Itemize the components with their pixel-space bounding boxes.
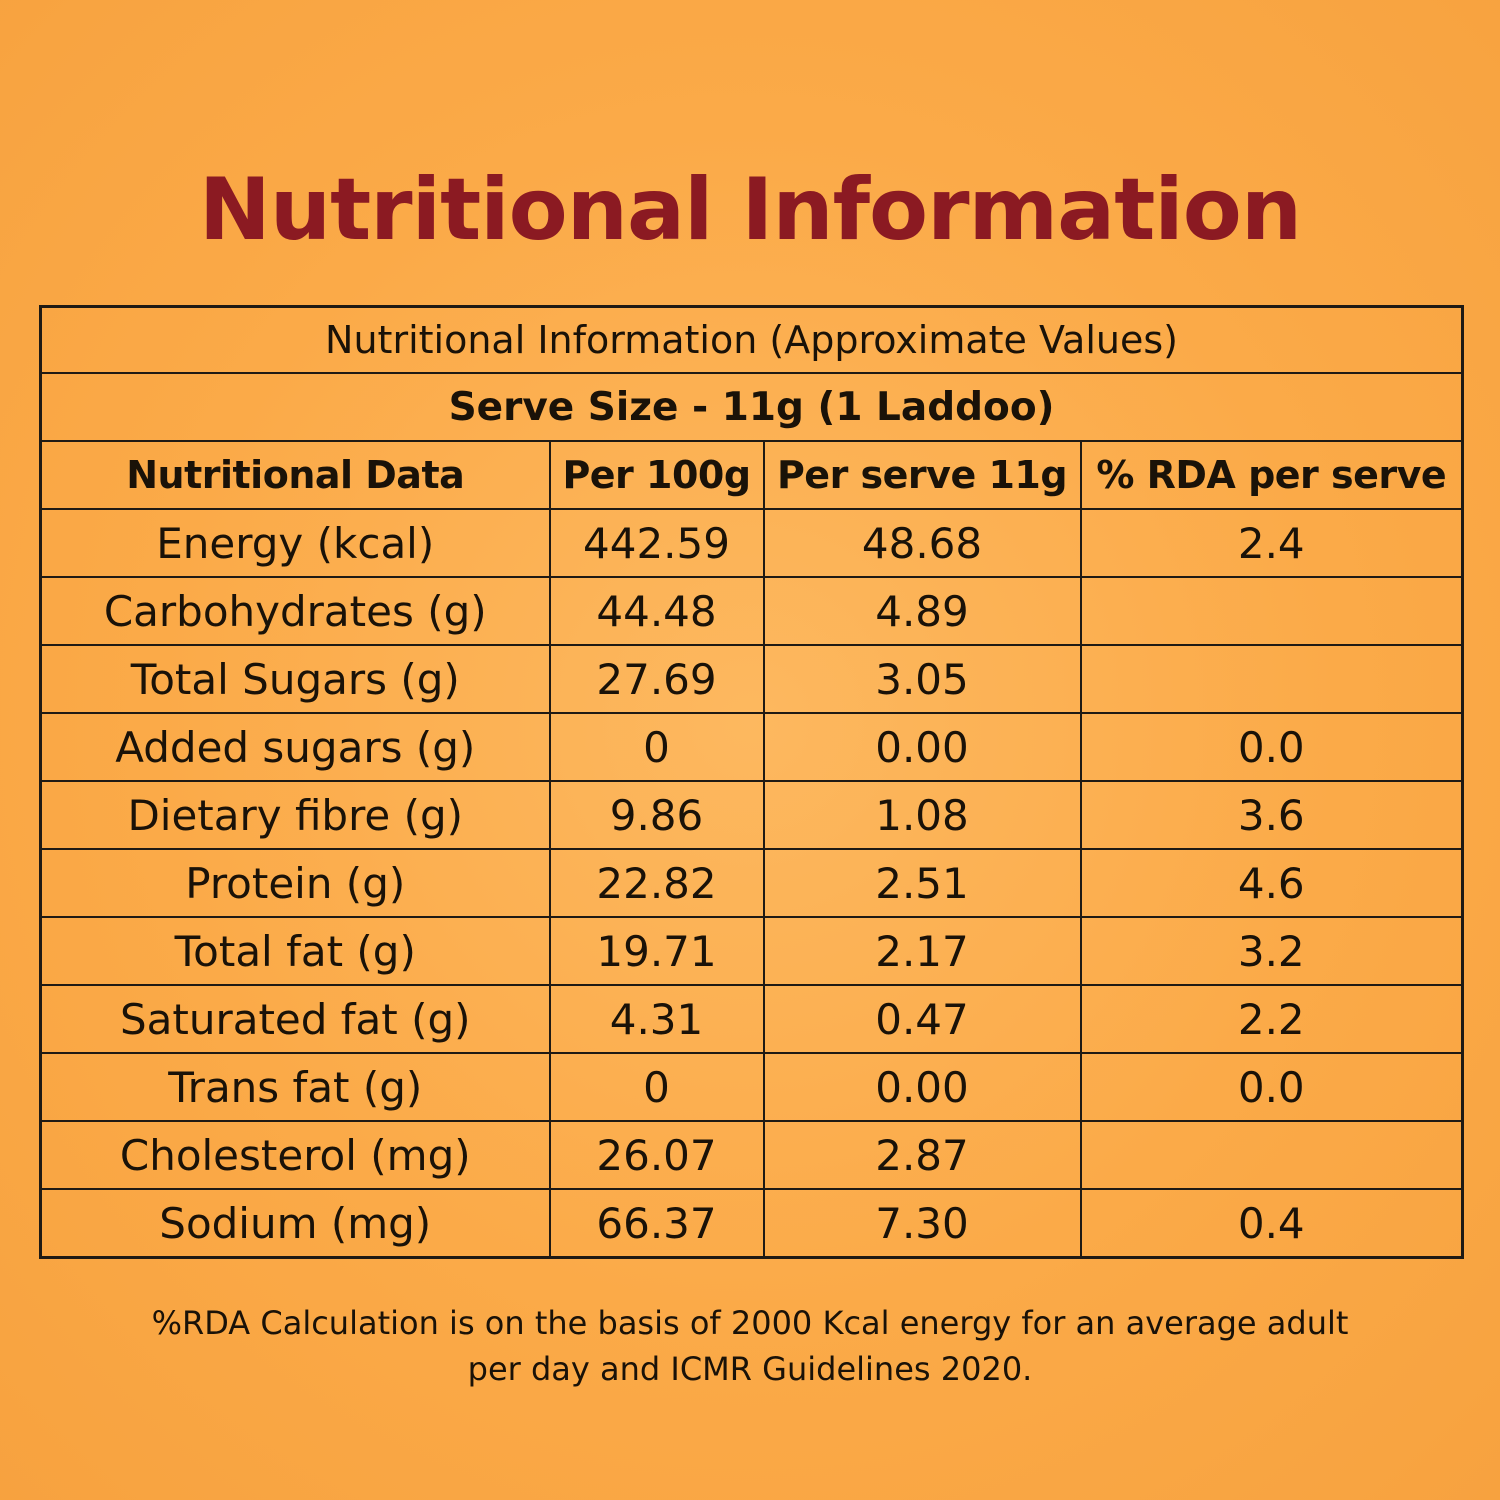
per-serve-cell: 1.08	[762, 780, 1082, 850]
rda-cell	[1079, 1120, 1464, 1190]
nutrient-name-cell: Total fat (g)	[39, 916, 551, 986]
per-100g-cell: 66.37	[548, 1188, 765, 1259]
table-row: Total Sugars (g) 27.69 3.05	[39, 644, 1464, 714]
per-serve-cell: 0.47	[762, 984, 1082, 1054]
table-row: Protein (g) 22.82 2.51 4.6	[39, 848, 1464, 918]
per-100g-cell: 0	[548, 712, 765, 782]
table-row: Cholesterol (mg) 26.07 2.87	[39, 1120, 1464, 1190]
table-row: Sodium (mg) 66.37 7.30 0.4	[39, 1188, 1464, 1259]
per-serve-cell: 48.68	[762, 508, 1082, 578]
per-100g-cell: 19.71	[548, 916, 765, 986]
per-100g-cell: 44.48	[548, 576, 765, 646]
per-100g-cell: 26.07	[548, 1120, 765, 1190]
table-row: Total fat (g) 19.71 2.17 3.2	[39, 916, 1464, 986]
rda-cell: 3.2	[1079, 916, 1464, 986]
rda-cell: 0.0	[1079, 1052, 1464, 1122]
per-serve-cell: 7.30	[762, 1188, 1082, 1259]
per-100g-cell: 9.86	[548, 780, 765, 850]
nutrient-name-cell: Trans fat (g)	[39, 1052, 551, 1122]
nutrient-name-cell: Added sugars (g)	[39, 712, 551, 782]
per-serve-cell: 2.51	[762, 848, 1082, 918]
rda-cell: 2.2	[1079, 984, 1464, 1054]
rda-cell	[1079, 576, 1464, 646]
per-serve-cell: 3.05	[762, 644, 1082, 714]
per-100g-cell: 4.31	[548, 984, 765, 1054]
header-per-serve: Per serve 11g	[762, 440, 1082, 510]
footnote: %RDA Calculation is on the basis of 2000…	[0, 1300, 1500, 1392]
nutrient-name-cell: Cholesterol (mg)	[39, 1120, 551, 1190]
header-rda-per-serve: % RDA per serve	[1079, 440, 1464, 510]
per-serve-cell: 0.00	[762, 712, 1082, 782]
rda-cell	[1079, 644, 1464, 714]
table-caption-row: Nutritional Information (Approximate Val…	[39, 305, 1464, 374]
rda-cell: 0.4	[1079, 1188, 1464, 1259]
serve-size: Serve Size - 11g (1 Laddoo)	[39, 372, 1464, 442]
nutrient-name-cell: Sodium (mg)	[39, 1188, 551, 1259]
rda-cell: 4.6	[1079, 848, 1464, 918]
rda-cell: 2.4	[1079, 508, 1464, 578]
nutrient-name-cell: Protein (g)	[39, 848, 551, 918]
header-nutritional-data: Nutritional Data	[39, 440, 551, 510]
nutrient-name-cell: Total Sugars (g)	[39, 644, 551, 714]
rda-cell: 0.0	[1079, 712, 1464, 782]
footnote-line-1: %RDA Calculation is on the basis of 2000…	[151, 1304, 1349, 1342]
table-row: Added sugars (g) 0 0.00 0.0	[39, 712, 1464, 782]
table-row: Carbohydrates (g) 44.48 4.89	[39, 576, 1464, 646]
table-row: Trans fat (g) 0 0.00 0.0	[39, 1052, 1464, 1122]
per-100g-cell: 27.69	[548, 644, 765, 714]
nutrient-name-cell: Saturated fat (g)	[39, 984, 551, 1054]
header-per-100g: Per 100g	[548, 440, 765, 510]
per-100g-cell: 0	[548, 1052, 765, 1122]
footnote-line-2: per day and ICMR Guidelines 2020.	[467, 1350, 1033, 1388]
per-serve-cell: 4.89	[762, 576, 1082, 646]
per-serve-cell: 0.00	[762, 1052, 1082, 1122]
page-title: Nutritional Information	[198, 160, 1302, 260]
rda-cell: 3.6	[1079, 780, 1464, 850]
table-row: Saturated fat (g) 4.31 0.47 2.2	[39, 984, 1464, 1054]
table-header-row: Nutritional Data Per 100g Per serve 11g …	[39, 440, 1464, 510]
per-serve-cell: 2.17	[762, 916, 1082, 986]
per-100g-cell: 442.59	[548, 508, 765, 578]
nutrient-name-cell: Energy (kcal)	[39, 508, 551, 578]
table-row: Dietary fibre (g) 9.86 1.08 3.6	[39, 780, 1464, 850]
per-serve-cell: 2.87	[762, 1120, 1082, 1190]
nutrient-name-cell: Dietary fibre (g)	[39, 780, 551, 850]
serve-size-row: Serve Size - 11g (1 Laddoo)	[39, 372, 1464, 442]
nutrition-table: Nutritional Information (Approximate Val…	[39, 305, 1465, 1259]
table-row: Energy (kcal) 442.59 48.68 2.4	[39, 508, 1464, 578]
nutrient-name-cell: Carbohydrates (g)	[39, 576, 551, 646]
per-100g-cell: 22.82	[548, 848, 765, 918]
table-caption: Nutritional Information (Approximate Val…	[39, 305, 1464, 374]
